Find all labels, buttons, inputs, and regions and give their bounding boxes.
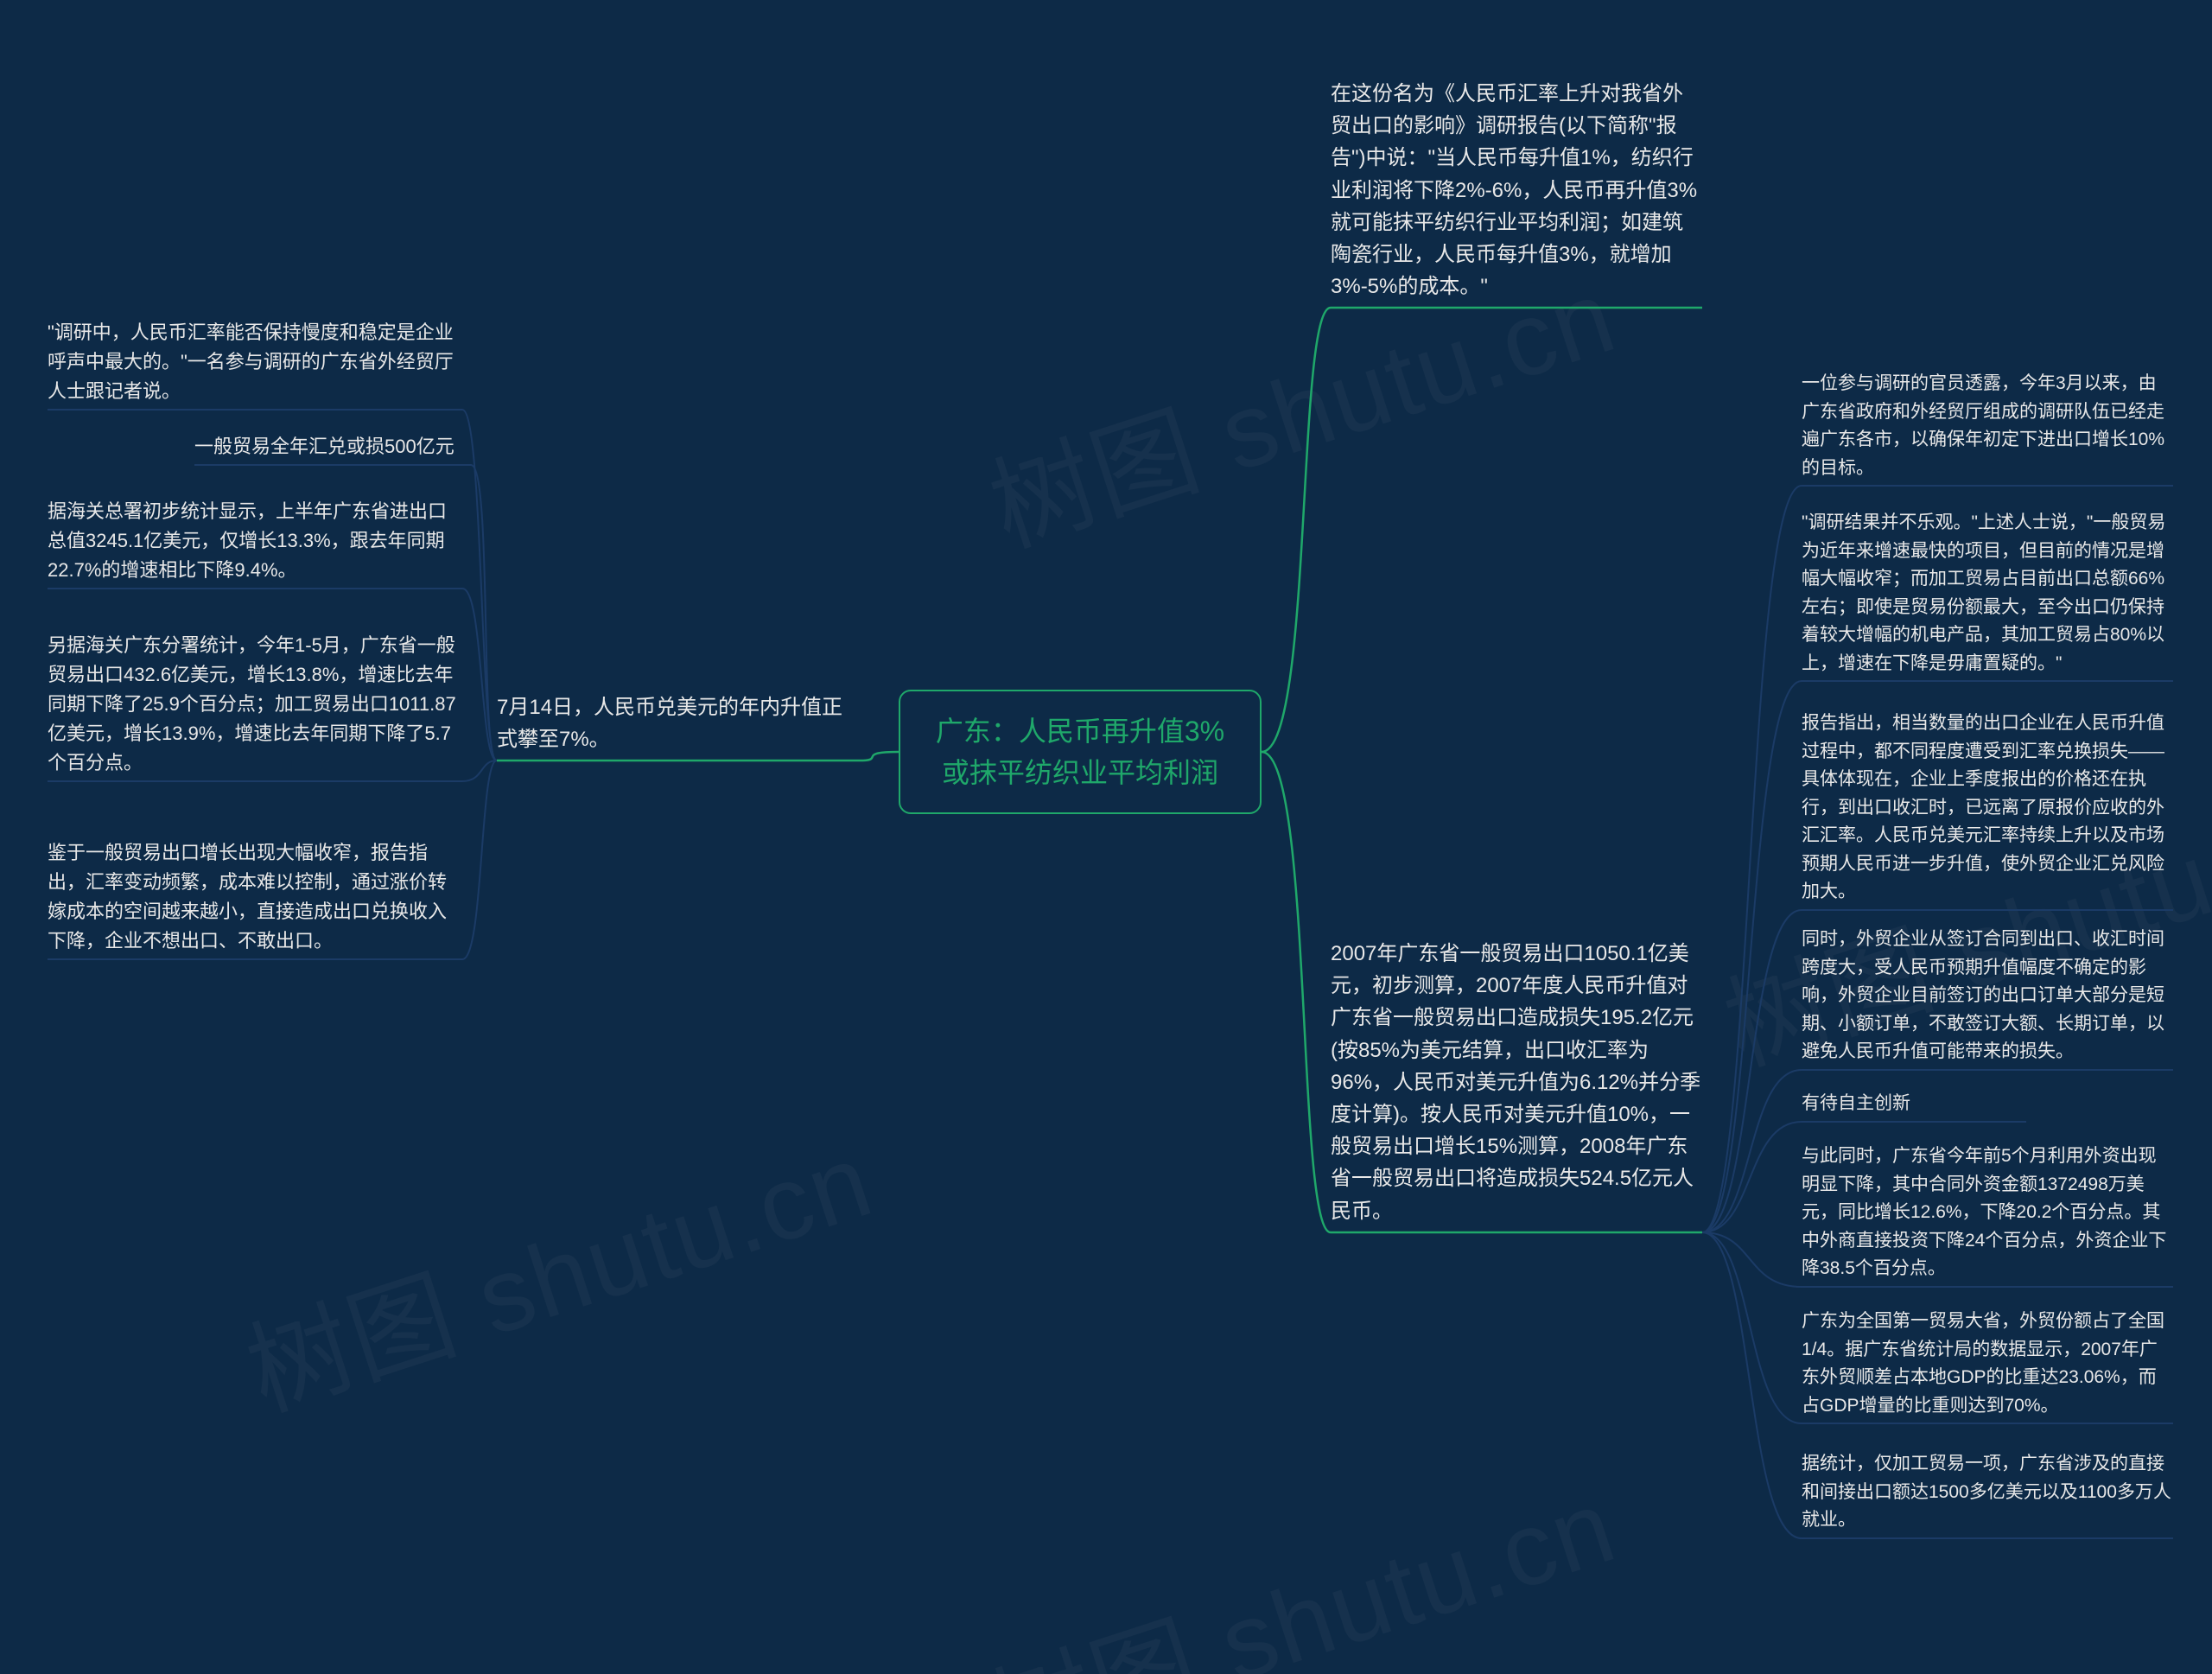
leaf-r3[interactable]: 报告指出，相当数量的出口企业在人民币升值过程中，都不同程度遭受到汇率兑换损失——…: [1802, 710, 2173, 907]
leaf-r6[interactable]: 与此同时，广东省今年前5个月利用外资出现明显下降，其中合同外资金额1372498…: [1802, 1143, 2173, 1283]
leaf-r7[interactable]: 广东为全国第一贸易大省，外贸份额占了全国1/4。据广东省统计局的数据显示，200…: [1802, 1308, 2173, 1420]
leaf-r5[interactable]: 有待自主创新: [1802, 1090, 2026, 1118]
leaf-r1[interactable]: 一位参与调研的官员透露，今年3月以来，由广东省政府和外经贸厅组成的调研队伍已经走…: [1802, 370, 2173, 482]
center-text: 广东：人民币再升值3%或抹平纺织业平均利润: [936, 716, 1224, 788]
leaf-r4[interactable]: 同时，外贸企业从签订合同到出口、收汇时间跨度大，受人民币预期升值幅度不确定的影响…: [1802, 926, 2173, 1066]
branch-right-top[interactable]: 在这份名为《人民币汇率上升对我省外贸出口的影响》调研报告(以下简称"报告")中说…: [1331, 78, 1702, 302]
branch-right-bottom[interactable]: 2007年广东省一般贸易出口1050.1亿美元，初步测算，2007年度人民币升值…: [1331, 938, 1702, 1227]
leaf-l3[interactable]: 据海关总署初步统计显示，上半年广东省进出口总值3245.1亿美元，仅增长13.3…: [48, 497, 462, 585]
watermark: 树图 shutu.cn: [969, 1442, 1630, 1674]
watermark: 树图 shutu.cn: [226, 1097, 887, 1440]
leaf-l2[interactable]: 一般贸易全年汇兑或损500亿元: [194, 432, 471, 461]
leaf-l4[interactable]: 另据海关广东分署统计，今年1-5月，广东省一般贸易出口432.6亿美元，增长13…: [48, 631, 462, 778]
leaf-r8[interactable]: 据统计，仅加工贸易一项，广东省涉及的直接和间接出口额达1500多亿美元以及110…: [1802, 1450, 2173, 1535]
branch-left-main[interactable]: 7月14日，人民币兑美元的年内升值正式攀至7%。: [497, 691, 860, 755]
leaf-r2[interactable]: "调研结果并不乐观。"上述人士说，"一般贸易为近年来增速最快的项目，但目前的情况…: [1802, 509, 2173, 678]
mindmap-center[interactable]: 广东：人民币再升值3%或抹平纺织业平均利润: [899, 690, 1262, 814]
leaf-l5[interactable]: 鉴于一般贸易出口增长出现大幅收窄，报告指出，汇率变动频繁，成本难以控制，通过涨价…: [48, 838, 462, 956]
leaf-l1[interactable]: "调研中，人民币汇率能否保持慢度和稳定是企业呼声中最大的。"一名参与调研的广东省…: [48, 318, 462, 406]
